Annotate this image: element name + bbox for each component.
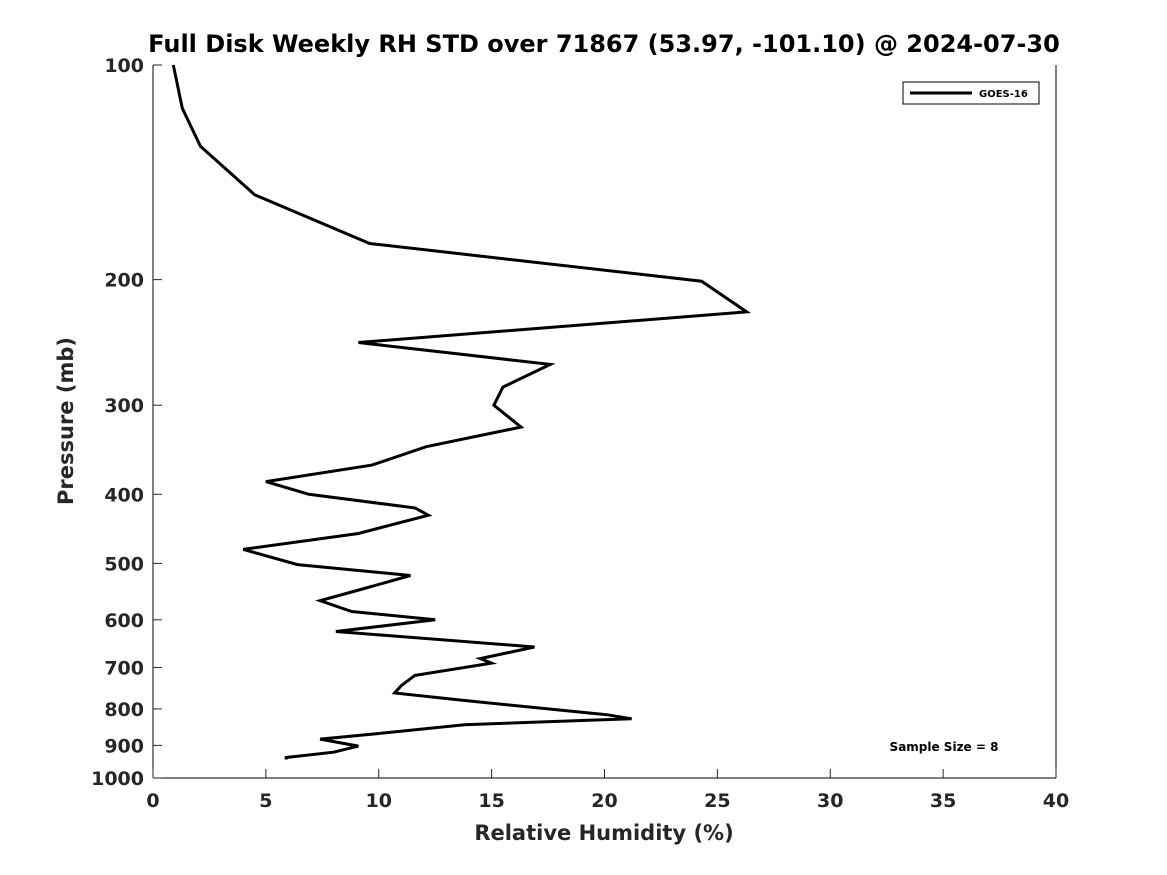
- chart-title: Full Disk Weekly RH STD over 71867 (53.9…: [148, 30, 1060, 58]
- y-axis: 100 200 300 400 500 600 700 800 900 1000: [91, 55, 162, 790]
- x-tick-label: 40: [1043, 790, 1069, 812]
- plot-frame: [152, 64, 1057, 779]
- y-tick-label: 100: [104, 55, 144, 77]
- sample-size-annotation: Sample Size = 8: [890, 740, 999, 754]
- y-tick-label: 900: [104, 735, 144, 757]
- y-tick-label: 200: [104, 270, 144, 292]
- y-tick-label: 1000: [91, 768, 144, 790]
- series-line-goes-16: [171, 64, 752, 760]
- y-tick-label: 300: [104, 395, 144, 417]
- legend: GOES-16: [902, 81, 1040, 105]
- legend-label: GOES-16: [979, 89, 1028, 100]
- y-tick-label: 500: [104, 553, 144, 575]
- x-axis: 0 5 10 15 20 25 30 35 40: [146, 769, 1069, 812]
- x-tick-label: 20: [591, 790, 617, 812]
- y-tick-label: 600: [104, 610, 144, 632]
- y-tick-label: 400: [104, 484, 144, 506]
- plot-area: [171, 64, 752, 760]
- x-tick-label: 30: [817, 790, 843, 812]
- x-tick-label: 15: [478, 790, 504, 812]
- y-axis-label: Pressure (mb): [54, 337, 78, 505]
- y-tick-label: 800: [104, 699, 144, 721]
- x-tick-label: 0: [146, 790, 159, 812]
- x-axis-label: Relative Humidity (%): [474, 821, 733, 845]
- x-tick-label: 5: [259, 790, 272, 812]
- y-tick-label: 700: [104, 658, 144, 680]
- x-tick-label: 25: [704, 790, 730, 812]
- x-tick-label: 35: [930, 790, 956, 812]
- x-tick-label: 10: [366, 790, 392, 812]
